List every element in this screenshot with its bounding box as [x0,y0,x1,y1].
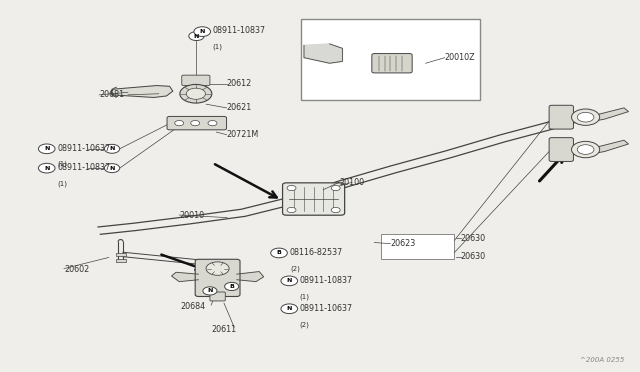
Circle shape [104,144,120,153]
Text: N: N [200,29,205,34]
Text: (1): (1) [58,161,68,167]
Circle shape [38,163,55,173]
Circle shape [577,145,594,154]
Text: (2): (2) [290,265,300,272]
Text: 08116-82537: 08116-82537 [290,248,343,257]
Text: 20602: 20602 [64,265,89,274]
Text: 08911-10637: 08911-10637 [58,144,111,153]
Text: 20010Z: 20010Z [445,53,476,62]
Circle shape [271,248,287,258]
Polygon shape [237,272,264,282]
Text: 20623: 20623 [390,239,415,248]
Text: 20100: 20100 [339,178,364,187]
Circle shape [287,207,296,213]
Text: ^200A 0255: ^200A 0255 [580,357,624,363]
Text: N: N [109,146,115,151]
Circle shape [104,164,120,173]
Text: 08911-10637: 08911-10637 [300,304,353,313]
Circle shape [281,276,298,286]
Text: 20721M: 20721M [227,130,259,139]
Text: N: N [287,278,292,283]
Circle shape [38,144,55,154]
FancyBboxPatch shape [195,259,240,296]
Text: 08911-10837: 08911-10837 [212,26,266,35]
Circle shape [194,27,211,36]
Circle shape [281,304,298,314]
Circle shape [225,282,239,291]
Circle shape [332,185,340,190]
Text: N: N [109,166,115,171]
FancyBboxPatch shape [210,292,225,301]
FancyBboxPatch shape [549,138,573,161]
Polygon shape [304,44,342,63]
Text: N: N [44,146,49,151]
Bar [301,19,480,100]
Bar [116,259,126,262]
Circle shape [206,262,229,275]
Text: 20621: 20621 [227,103,252,112]
Text: 20684: 20684 [180,302,205,311]
Text: (2): (2) [300,321,309,328]
Text: 20611: 20611 [211,325,236,334]
Polygon shape [112,86,173,97]
Polygon shape [172,272,198,282]
Text: N: N [287,306,292,311]
Bar [116,253,126,256]
Circle shape [180,84,212,103]
Text: N: N [194,33,199,39]
Circle shape [572,141,600,158]
Text: N: N [44,166,49,171]
Bar [381,234,454,259]
Circle shape [332,207,340,213]
FancyBboxPatch shape [167,116,227,130]
Circle shape [186,88,205,99]
Text: N: N [207,288,212,294]
FancyBboxPatch shape [182,75,210,86]
Polygon shape [599,140,628,153]
Polygon shape [599,108,628,120]
Text: 20630: 20630 [461,234,486,243]
Circle shape [203,287,217,295]
FancyBboxPatch shape [549,105,573,129]
Text: (1): (1) [58,180,68,187]
FancyBboxPatch shape [283,183,344,215]
Circle shape [189,32,204,41]
Text: B: B [276,250,282,256]
Text: 20010: 20010 [179,211,204,219]
Text: 20681: 20681 [99,90,124,99]
Circle shape [577,112,594,122]
Text: 20612: 20612 [227,79,252,88]
Text: 08911-10837: 08911-10837 [58,163,111,172]
Text: B: B [229,284,234,289]
Circle shape [191,121,200,126]
Text: 08911-10837: 08911-10837 [300,276,353,285]
Text: 20630: 20630 [461,252,486,261]
Circle shape [175,121,184,126]
Circle shape [572,109,600,125]
Circle shape [287,185,296,190]
Circle shape [208,121,217,126]
FancyBboxPatch shape [372,54,412,73]
Text: (1): (1) [300,293,310,300]
Text: (1): (1) [212,43,223,50]
